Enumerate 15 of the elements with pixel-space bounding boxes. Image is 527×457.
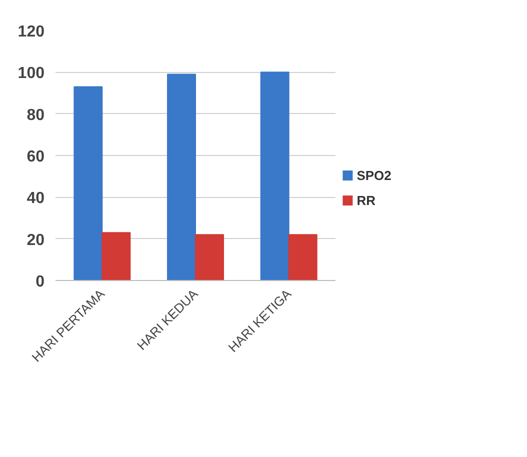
legend-label: SPO2 bbox=[356, 168, 392, 183]
y-tick-label: 40 bbox=[26, 190, 45, 208]
bar bbox=[74, 86, 103, 280]
bar bbox=[288, 234, 318, 280]
y-tick-label: 120 bbox=[18, 24, 45, 40]
bar bbox=[195, 234, 224, 280]
y-tick-label: 100 bbox=[18, 65, 45, 82]
y-tick-label: 80 bbox=[26, 106, 45, 124]
bar bbox=[102, 232, 131, 280]
bar bbox=[260, 72, 290, 280]
legend-label: RR bbox=[356, 193, 376, 208]
y-tick-label: 20 bbox=[26, 232, 45, 249]
bar bbox=[167, 74, 196, 280]
y-tick-label: 60 bbox=[26, 148, 45, 166]
y-tick-label: 0 bbox=[36, 274, 45, 290]
